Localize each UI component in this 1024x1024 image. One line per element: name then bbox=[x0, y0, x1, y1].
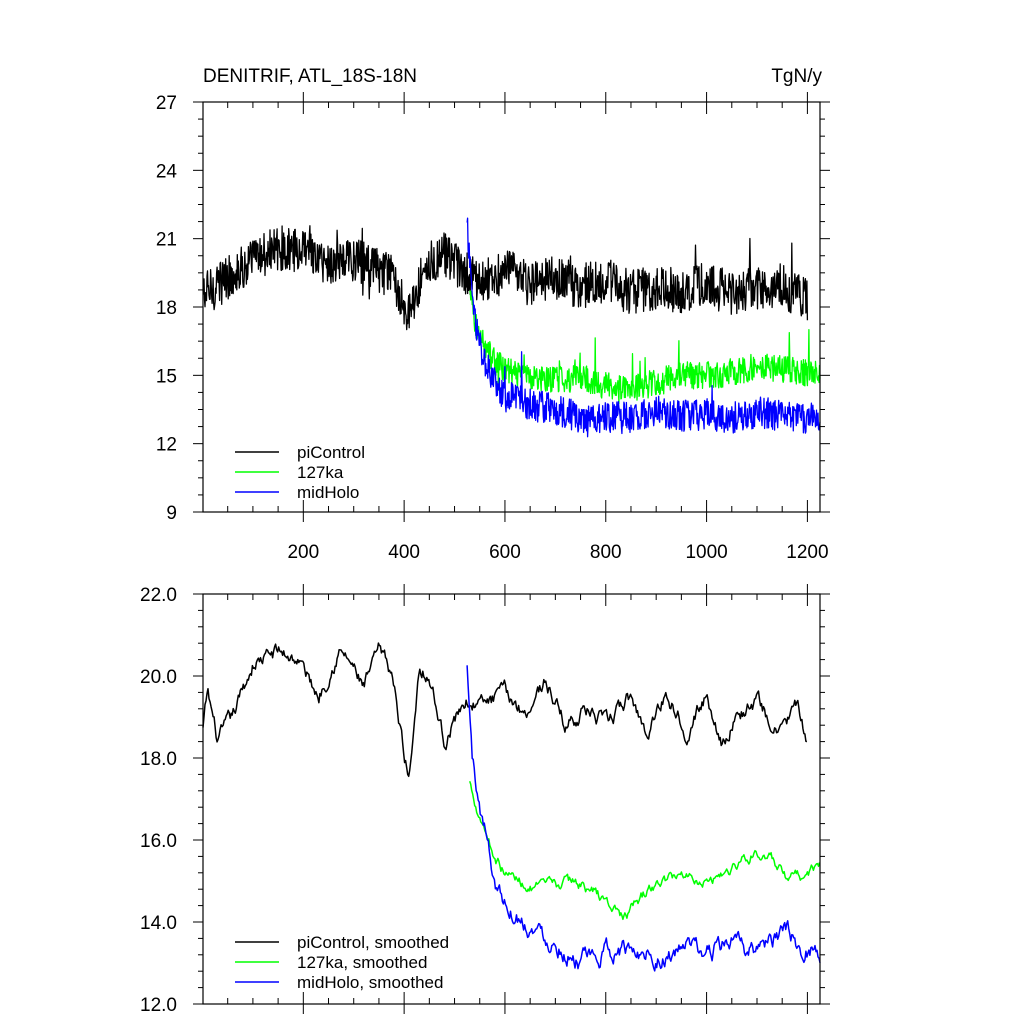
series-line-0 bbox=[202, 642, 808, 778]
series-line-1 bbox=[469, 290, 821, 405]
y-tick-label: 16.0 bbox=[140, 831, 177, 852]
y-tick-label: 9 bbox=[166, 503, 177, 524]
y-tick-label: 20.0 bbox=[140, 667, 177, 688]
legend-label: midHolo bbox=[297, 483, 359, 502]
legend-label: 127ka bbox=[297, 463, 344, 482]
x-tick-label: 800 bbox=[590, 542, 622, 563]
units-label: TgN/y bbox=[771, 66, 822, 87]
plot-frame bbox=[202, 593, 821, 1005]
y-tick-label: 14.0 bbox=[140, 913, 177, 934]
series-line-1 bbox=[468, 780, 821, 921]
series-lines bbox=[202, 642, 821, 972]
chart-title: DENITRIF, ATL_18S-18N bbox=[203, 66, 417, 87]
y-tick-label: 15 bbox=[156, 366, 177, 387]
series-lines bbox=[202, 217, 821, 438]
y-tick-label: 22.0 bbox=[140, 585, 177, 606]
y-tick-label: 27 bbox=[156, 93, 177, 114]
y-tick-label: 12 bbox=[156, 435, 177, 456]
axis-ticks: 200 400 600 800 1000 1200 9 12 15 18 21 24 27 bbox=[156, 92, 830, 563]
legend-label: 127ka, smoothed bbox=[297, 953, 427, 972]
top-panel: DENITRIF, ATL_18S-18N TgN/y 200 400 600 800… bbox=[156, 66, 830, 563]
y-tick-label: 18.0 bbox=[140, 749, 177, 770]
series-line-0 bbox=[202, 225, 809, 331]
x-tick-label: 1200 bbox=[786, 542, 828, 563]
x-tick-label: 1000 bbox=[685, 542, 727, 563]
x-tick-label: 200 bbox=[287, 542, 319, 563]
legend-label: piControl, smoothed bbox=[297, 933, 449, 952]
series-line-2 bbox=[466, 665, 821, 972]
series-line-2 bbox=[466, 217, 821, 438]
y-tick-label: 24 bbox=[156, 161, 178, 182]
legend-label: piControl bbox=[297, 443, 365, 462]
y-tick-label: 12.0 bbox=[140, 995, 177, 1016]
y-tick-label: 21 bbox=[156, 230, 177, 251]
legend-label: midHolo, smoothed bbox=[297, 973, 443, 992]
bottom-panel: 12.0 14.0 16.0 18.0 20.0 22.0 piControl, smoo… bbox=[140, 584, 830, 1016]
y-tick-label: 18 bbox=[156, 298, 177, 319]
x-tick-label: 600 bbox=[489, 542, 521, 563]
axis-ticks: 12.0 14.0 16.0 18.0 20.0 22.0 bbox=[140, 584, 830, 1016]
x-tick-label: 400 bbox=[388, 542, 420, 563]
plot-frame bbox=[202, 101, 821, 513]
